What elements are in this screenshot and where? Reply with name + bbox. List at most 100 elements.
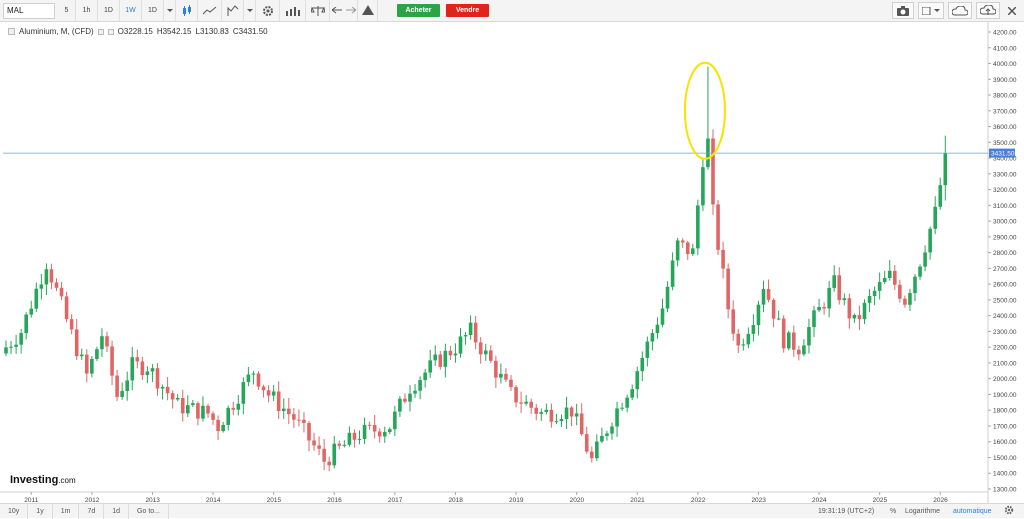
layout-select[interactable] xyxy=(918,2,944,19)
legend-collapse-icon[interactable] xyxy=(8,28,15,35)
time-tick-label: 2026 xyxy=(933,497,948,503)
scale-icon[interactable] xyxy=(306,0,330,22)
interval-1d-dropdown[interactable]: 1D xyxy=(142,0,164,22)
candle-up xyxy=(468,322,473,336)
candle-down xyxy=(261,386,266,391)
candle-up xyxy=(564,407,569,420)
candle-up xyxy=(635,371,640,390)
candle-up xyxy=(14,344,18,347)
candle-up xyxy=(458,336,463,354)
candle-up xyxy=(887,270,892,278)
candle-down xyxy=(266,390,271,396)
candle-down xyxy=(721,249,725,269)
gear-icon[interactable] xyxy=(256,0,280,22)
candle-up xyxy=(610,426,614,434)
close-icon[interactable] xyxy=(1004,2,1020,19)
drawing-chevron-down-icon[interactable] xyxy=(244,0,256,22)
candle-up xyxy=(620,407,624,409)
series-legend: Aluminium, M, (CFD) O3228.15 H3542.15 L3… xyxy=(8,27,268,36)
price-tick-label: 3400.00 xyxy=(993,156,1017,163)
interval-5[interactable]: 5 xyxy=(58,0,76,22)
candle-down xyxy=(155,368,160,389)
time-axis[interactable]: 2011 2012 2013 2014 2015 2016 2017 2018 2019 2020… xyxy=(0,491,988,503)
candle-down xyxy=(49,269,54,283)
price-tick-label: 3800.00 xyxy=(993,93,1017,100)
indicators-icon[interactable] xyxy=(198,0,222,22)
price-tick-label: 3600.00 xyxy=(993,124,1017,131)
interval-1h[interactable]: 1h xyxy=(76,0,98,22)
candles-group xyxy=(4,66,948,472)
candle-up xyxy=(691,248,695,255)
cloud-upload-icon[interactable] xyxy=(976,2,1000,19)
candle-down xyxy=(519,402,523,404)
settings-gear-icon[interactable] xyxy=(1004,505,1014,515)
candle-up xyxy=(100,336,104,350)
legend-settings-icon[interactable] xyxy=(107,28,114,35)
price-axis[interactable]: 4200.00 4100.00 4000.00 3900.00 3800.00 3700.… xyxy=(987,22,1024,503)
candle-down xyxy=(837,275,842,301)
interval-1d[interactable]: 1D xyxy=(98,0,120,22)
log-scale-toggle[interactable]: Logarithme xyxy=(905,508,941,515)
range-1d[interactable]: 1d xyxy=(104,503,130,519)
go-to-button[interactable]: Go to... xyxy=(129,503,169,519)
candle-down xyxy=(287,408,291,415)
range-10y[interactable]: 10y xyxy=(0,503,29,519)
candle-up xyxy=(408,393,412,402)
auto-scale-toggle[interactable]: automatique xyxy=(953,508,992,515)
range-7d[interactable]: 7d xyxy=(79,503,105,519)
candle-up xyxy=(943,153,948,186)
buy-button[interactable]: Acheter xyxy=(397,4,440,17)
price-tick-label: 3100.00 xyxy=(993,203,1017,210)
candle-up xyxy=(175,397,180,400)
drawing-tools-icon[interactable] xyxy=(222,0,244,22)
interval-chevron-down-icon[interactable] xyxy=(164,0,176,22)
candle-up xyxy=(660,308,665,325)
symbol-input[interactable] xyxy=(3,2,55,19)
candle-down xyxy=(857,315,862,320)
percent-toggle[interactable]: % xyxy=(890,508,897,515)
alert-icon[interactable] xyxy=(358,0,378,22)
candle-up xyxy=(539,412,544,414)
redo-icon[interactable] xyxy=(344,0,358,22)
undo-icon[interactable] xyxy=(330,0,344,22)
candle-down xyxy=(322,448,326,462)
candle-up xyxy=(913,276,917,294)
candle-down xyxy=(448,350,453,356)
logo-main: Investing xyxy=(10,474,59,486)
candle-up xyxy=(670,260,675,287)
candle-down xyxy=(473,322,478,343)
candle-up xyxy=(761,289,766,305)
price-tick-label: 3000.00 xyxy=(993,219,1017,226)
last-price-label: 3431.50 xyxy=(991,151,1015,158)
candle-up xyxy=(746,333,751,345)
candle-down xyxy=(317,445,321,449)
camera-icon[interactable] xyxy=(892,2,914,19)
legend-visibility-icon[interactable] xyxy=(97,28,104,35)
candle-down xyxy=(822,307,826,309)
candle-up xyxy=(236,403,241,410)
candle-up xyxy=(923,252,927,267)
price-tick-label: 1500.00 xyxy=(993,455,1017,462)
price-chart[interactable]: 4200.00 4100.00 4000.00 3900.00 3800.00 3700.… xyxy=(0,22,1024,503)
compare-icon[interactable] xyxy=(280,0,306,22)
candle-up xyxy=(423,372,427,381)
candle-up xyxy=(246,374,251,383)
sell-button[interactable]: Vendre xyxy=(446,4,489,17)
candle-up xyxy=(347,432,352,445)
time-tick-label: 2020 xyxy=(570,497,585,503)
range-1y[interactable]: 1y xyxy=(28,503,53,519)
candlestick-icon[interactable] xyxy=(176,0,198,22)
cloud-icon[interactable] xyxy=(948,2,972,19)
candle-down xyxy=(489,350,493,361)
price-tick-label: 2100.00 xyxy=(993,360,1017,367)
candle-up xyxy=(191,403,195,406)
candle-up xyxy=(600,435,604,442)
candle-up xyxy=(928,228,932,253)
range-1m[interactable]: 1m xyxy=(53,503,80,519)
candle-down xyxy=(534,407,539,414)
candle-down xyxy=(736,333,741,346)
candle-down xyxy=(590,451,594,459)
interval-1w[interactable]: 1W xyxy=(120,0,142,22)
candle-up xyxy=(832,275,836,288)
candle-up xyxy=(877,282,882,291)
